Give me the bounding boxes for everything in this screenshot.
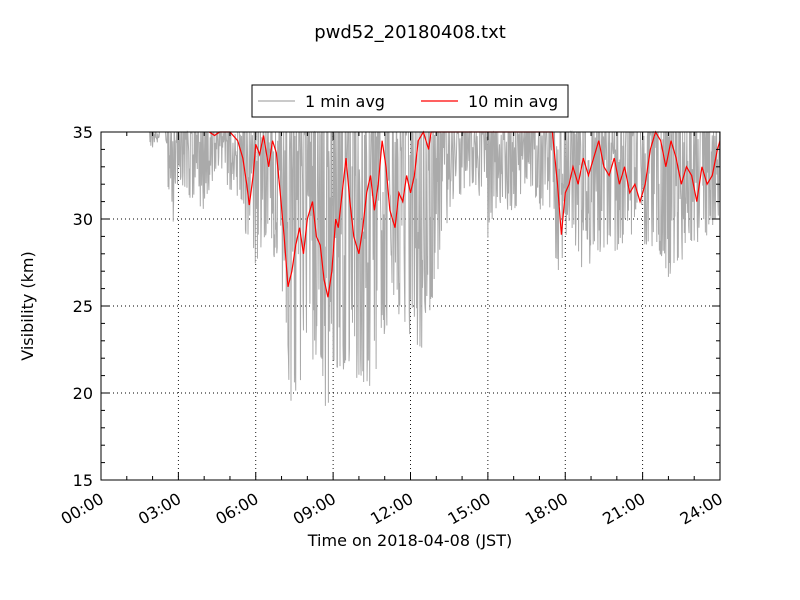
legend-label-1-min-avg: 1 min avg (305, 92, 385, 111)
x-tick-label: 21:00 (599, 489, 648, 529)
x-tick-label: 00:00 (58, 489, 107, 529)
x-tick-label: 18:00 (522, 489, 571, 529)
x-tick-label: 24:00 (677, 489, 726, 529)
y-tick-label: 30 (73, 210, 93, 229)
y-tick-labels: 15 20 25 30 35 (73, 123, 93, 490)
x-tick-label: 03:00 (135, 489, 184, 529)
y-tick-label: 25 (73, 297, 93, 316)
x-tick-label: 06:00 (212, 489, 261, 529)
series-line-10-min-avg (208, 130, 721, 298)
y-tick-label: 35 (73, 123, 93, 142)
x-tick-labels: 00:00 03:00 06:00 09:00 12:00 15:00 18:00 21:00… (58, 489, 726, 529)
legend-box (251, 84, 569, 118)
y-axis-label: Visibility (km) (18, 251, 37, 360)
plot-frame (100, 131, 721, 481)
y-tick-label: 15 (73, 471, 93, 490)
legend-label-10-min-avg: 10 min avg (468, 92, 558, 111)
x-tick-label: 12:00 (367, 489, 416, 529)
chart-title: pwd52_20180408.txt (314, 22, 506, 43)
y-tick-label: 20 (73, 384, 93, 403)
x-tick-label: 09:00 (290, 489, 339, 529)
x-tick-label: 15:00 (444, 489, 493, 529)
x-axis-label: Time on 2018-04-08 (JST) (307, 531, 512, 550)
legend: 1 min avg 10 min avg (251, 84, 569, 118)
series-10-min-avg (208, 130, 721, 298)
